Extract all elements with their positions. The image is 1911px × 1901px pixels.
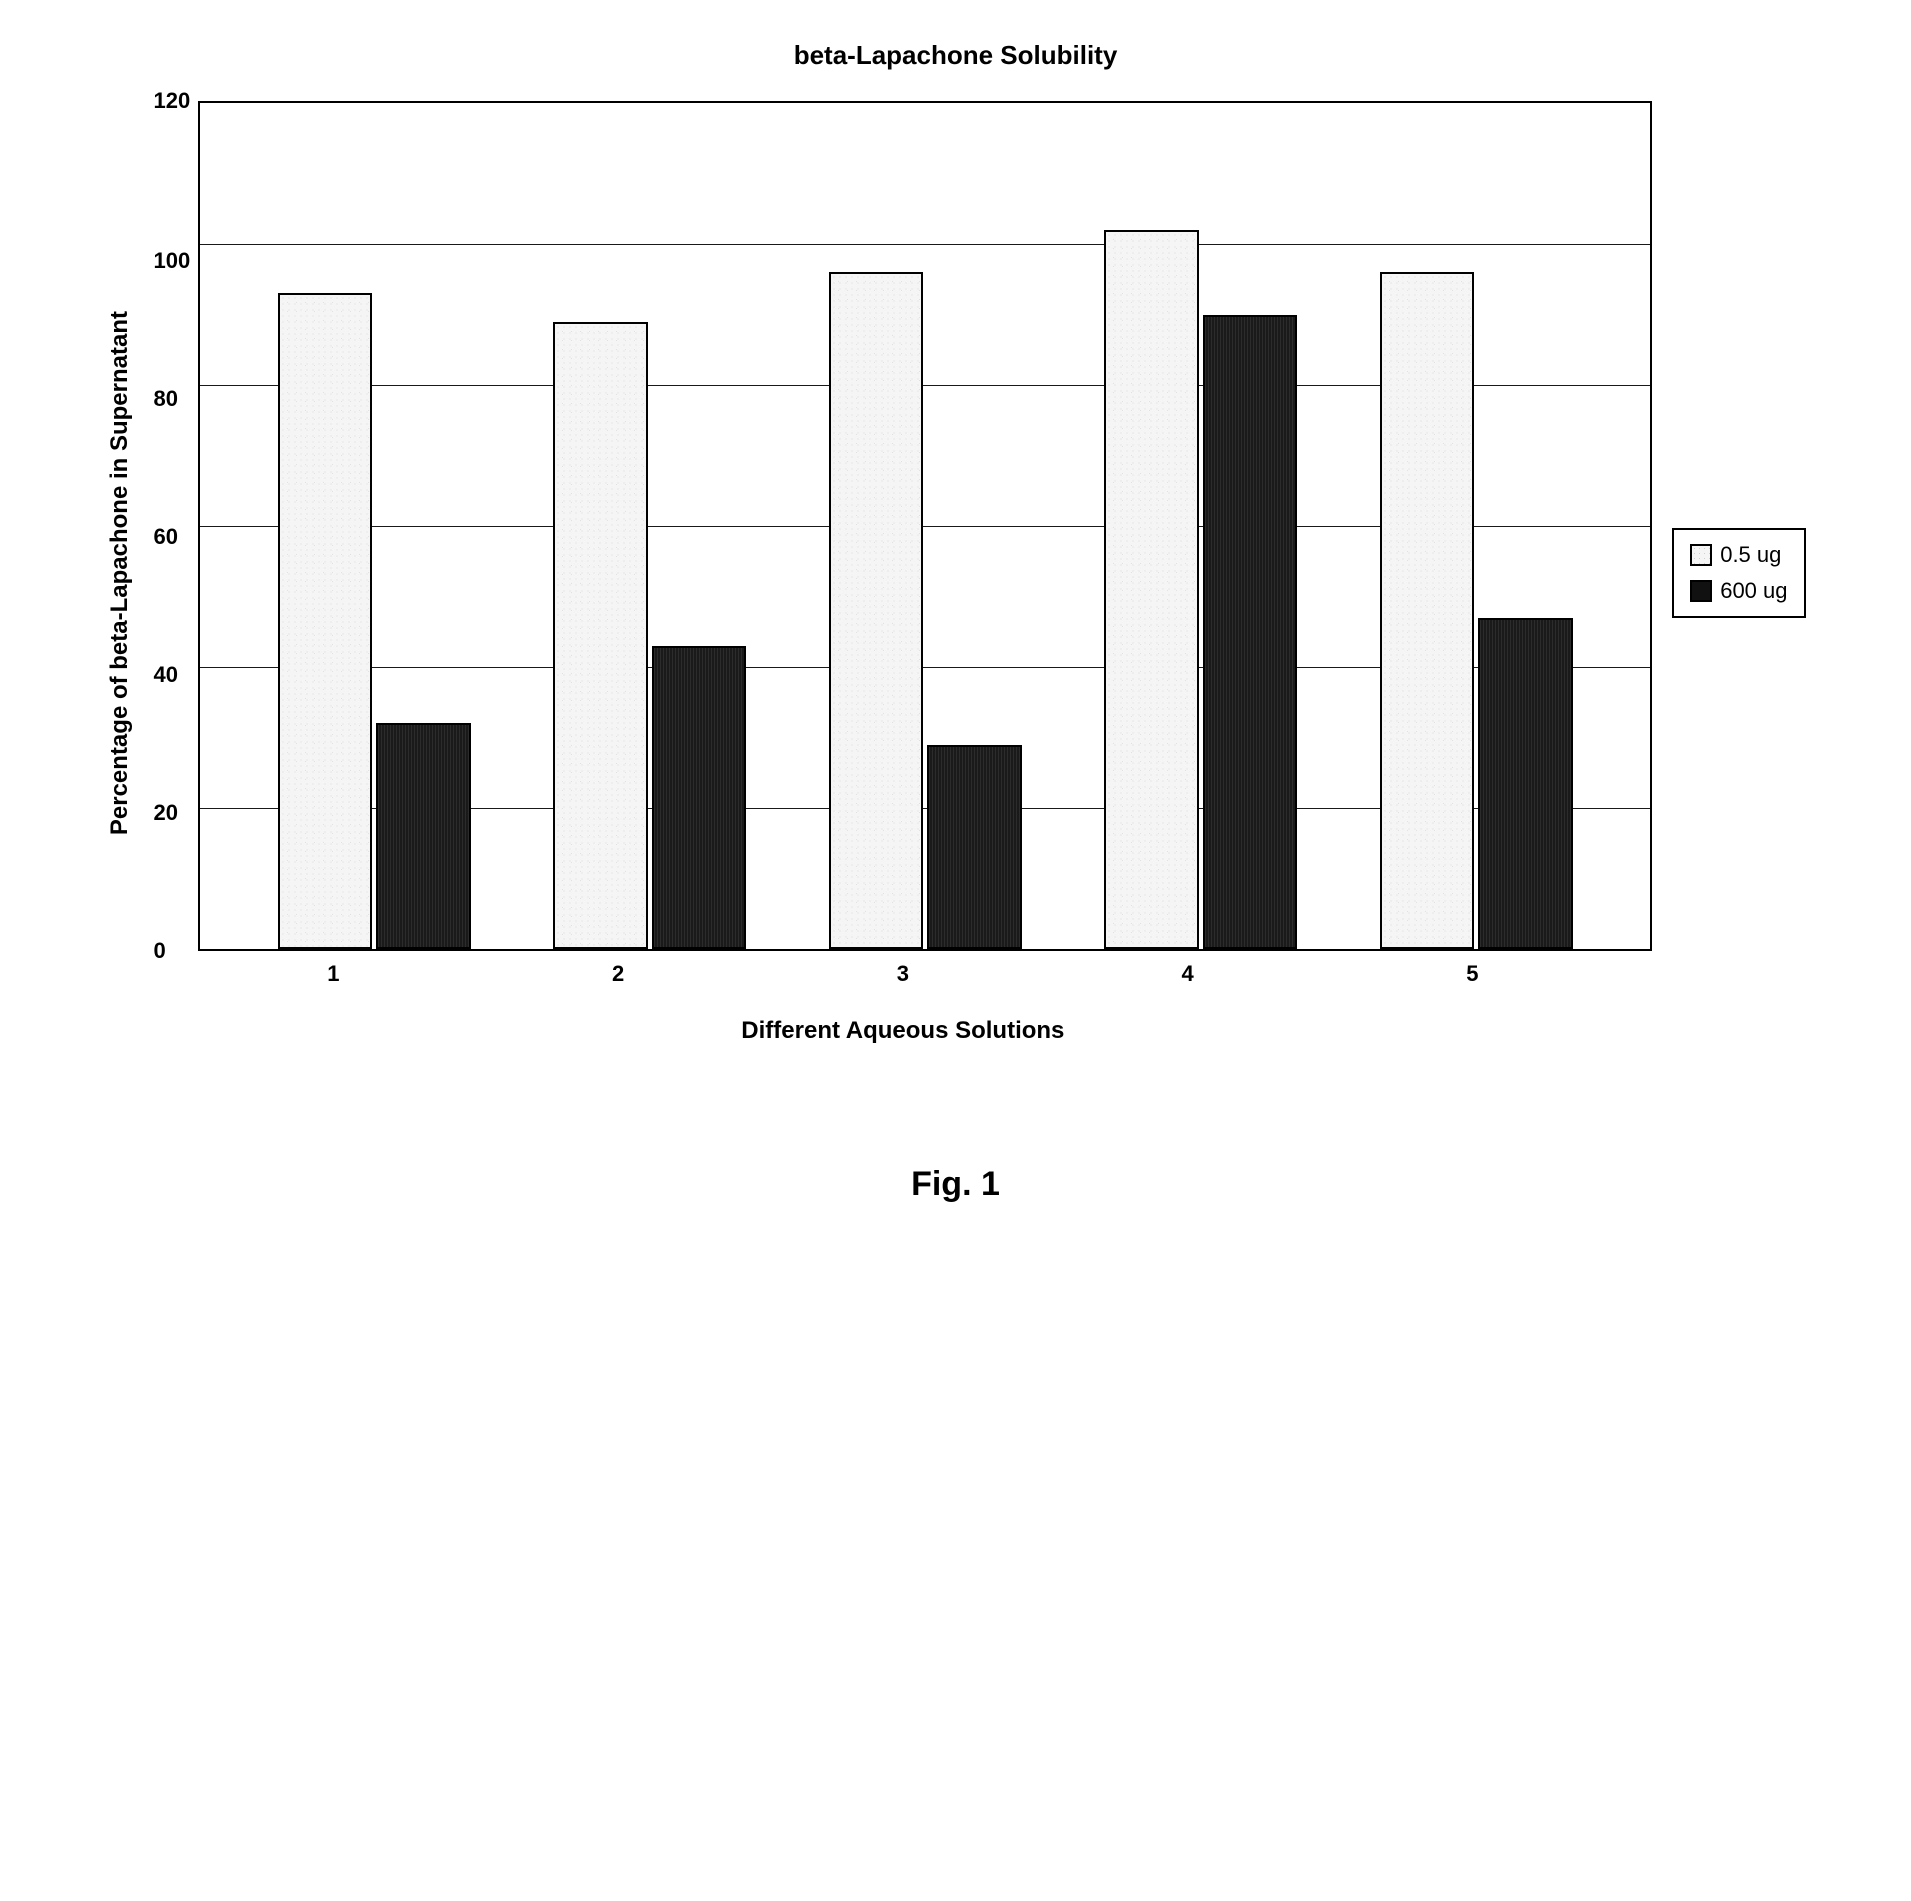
x-tick: 2 bbox=[518, 961, 717, 987]
y-tick: 0 bbox=[154, 940, 191, 962]
legend-swatch-dark-icon bbox=[1690, 580, 1712, 602]
bar-group bbox=[1380, 103, 1573, 949]
bar-group bbox=[278, 103, 471, 949]
bar-series-a bbox=[553, 322, 647, 949]
x-axis-ticks: 1 2 3 4 5 bbox=[154, 951, 1653, 987]
x-tick: 3 bbox=[803, 961, 1002, 987]
plot-area bbox=[198, 101, 1652, 951]
legend-label: 0.5 ug bbox=[1720, 542, 1781, 568]
plot-row: 120100806040200 bbox=[154, 101, 1653, 951]
bar-series-b bbox=[927, 745, 1021, 949]
chart-main: 120100806040200 12345 Different Aqueous … bbox=[154, 101, 1653, 1045]
legend: 0.5 ug 600 ug bbox=[1672, 528, 1805, 618]
bar-series-a bbox=[1104, 230, 1198, 949]
x-axis-label: Different Aqueous Solutions bbox=[154, 1017, 1653, 1045]
bar-series-b bbox=[1203, 315, 1297, 950]
bar-series-b bbox=[1478, 618, 1572, 949]
bars-container bbox=[200, 103, 1650, 949]
bar-group bbox=[553, 103, 746, 949]
y-tick: 60 bbox=[154, 526, 191, 548]
y-tick: 20 bbox=[154, 802, 191, 824]
bar-series-a bbox=[829, 272, 923, 949]
y-tick: 80 bbox=[154, 388, 191, 410]
x-tick: 5 bbox=[1373, 961, 1572, 987]
legend-swatch-light-icon bbox=[1690, 544, 1712, 566]
x-tick: 4 bbox=[1088, 961, 1287, 987]
y-tick: 100 bbox=[154, 250, 191, 272]
bar-group bbox=[1104, 103, 1297, 949]
chart-title: beta-Lapachone Solubility bbox=[106, 40, 1806, 71]
y-tick: 120 bbox=[154, 90, 191, 112]
bar-series-a bbox=[1380, 272, 1474, 949]
legend-row: 600 ug bbox=[1690, 578, 1787, 604]
bar-series-b bbox=[652, 646, 746, 949]
figure: beta-Lapachone Solubility Percentage of … bbox=[106, 40, 1806, 1204]
figure-caption: Fig. 1 bbox=[106, 1165, 1806, 1204]
bar-series-a bbox=[278, 293, 372, 949]
bar-series-b bbox=[376, 723, 470, 949]
y-tick: 40 bbox=[154, 664, 191, 686]
chart-body: Percentage of beta-Lapachone in Supernat… bbox=[106, 101, 1806, 1045]
bar-group bbox=[829, 103, 1022, 949]
y-axis-label: Percentage of beta-Lapachone in Supernat… bbox=[106, 311, 134, 835]
y-axis-ticks: 120100806040200 bbox=[154, 101, 199, 951]
x-tick: 1 bbox=[234, 961, 433, 987]
legend-label: 600 ug bbox=[1720, 578, 1787, 604]
legend-row: 0.5 ug bbox=[1690, 542, 1787, 568]
